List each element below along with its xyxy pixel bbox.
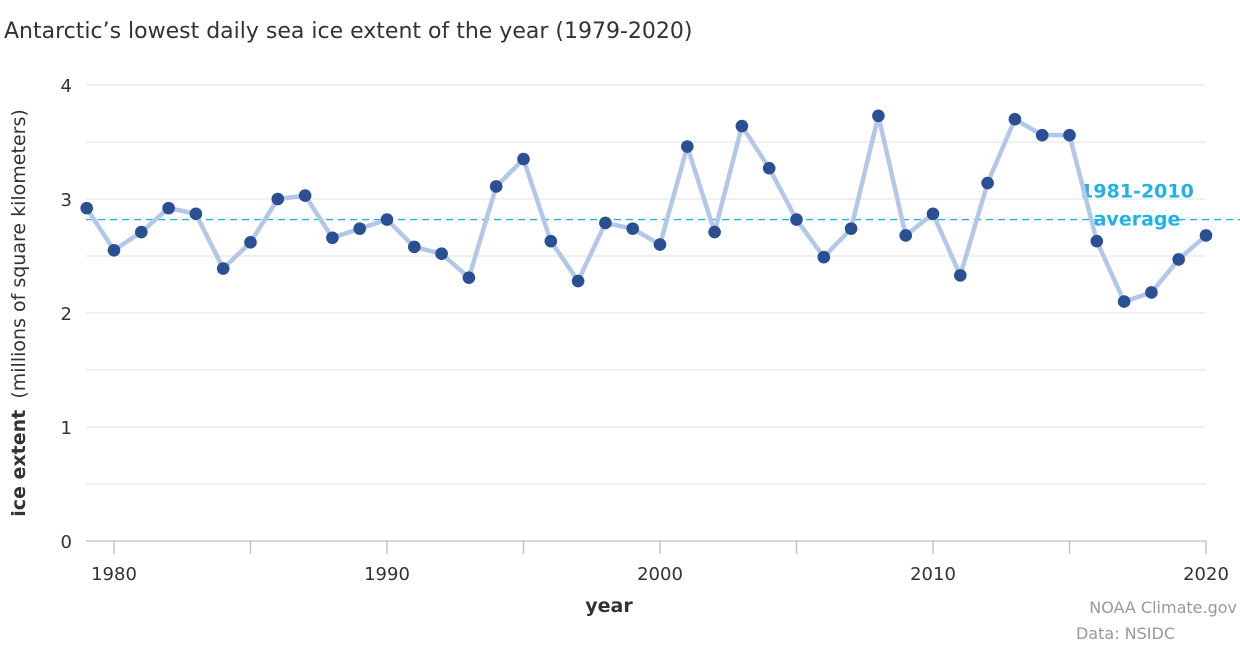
y-tick-label-0: 0: [61, 532, 72, 553]
data-point-1992: [435, 247, 448, 261]
data-point-1987: [298, 189, 312, 202]
y-axis-title-bold: ice extent: [8, 410, 30, 517]
data-point-1984: [216, 262, 230, 275]
credit-source: NOAA Climate.gov: [1089, 598, 1237, 617]
data-point-1998: [599, 216, 612, 230]
y-tick-label-1: 1: [61, 418, 72, 439]
data-point-1986: [271, 192, 285, 206]
data-point-2019: [1172, 253, 1185, 266]
y-tick-label-4: 4: [61, 76, 72, 97]
data-point-2012: [981, 176, 994, 190]
data-point-1980: [107, 244, 121, 257]
y-axis: 0 1 2 3 4: [61, 76, 72, 553]
data-point-1996: [544, 234, 558, 248]
data-point-2000: [653, 238, 667, 251]
y-tick-label-3: 3: [61, 190, 72, 211]
average-label-text: average: [1094, 209, 1181, 231]
data-point-1983: [189, 207, 203, 221]
data-point-2004: [762, 161, 776, 175]
y-axis-title-units: (millions of square kilometers): [8, 109, 30, 398]
x-axis: 1980 1990 2000 2010 2020: [86, 540, 1229, 585]
data-point-2016: [1090, 234, 1104, 248]
data-point-2007: [844, 222, 858, 235]
data-point-1982: [162, 201, 175, 215]
data-point-1995: [517, 152, 530, 166]
series: [80, 109, 1213, 308]
x-axis-title: year: [585, 595, 633, 617]
data-point-2002: [708, 225, 721, 239]
data-point-2003: [735, 119, 749, 133]
y-tick-label-2: 2: [61, 304, 72, 325]
average-reference: 1981-2010 average: [86, 181, 1240, 231]
data-point-2011: [954, 269, 967, 282]
data-point-1985: [244, 236, 257, 249]
data-point-1999: [626, 222, 639, 235]
data-point-1988: [326, 231, 339, 245]
data-point-2009: [899, 229, 912, 242]
data-point-2006: [817, 250, 831, 264]
x-tick-label-2010: 2010: [910, 564, 956, 585]
data-point-2015: [1063, 128, 1076, 142]
average-label-years: 1981-2010: [1080, 181, 1194, 203]
data-point-1991: [408, 240, 421, 254]
x-tick-label-2020: 2020: [1183, 564, 1229, 585]
data-point-2001: [681, 140, 694, 153]
data-point-2017: [1117, 295, 1131, 308]
gridlines: [86, 84, 1206, 485]
series-line: [84, 113, 1208, 304]
data-point-1981: [135, 225, 148, 239]
data-point-1997: [571, 274, 585, 288]
data-point-1979: [80, 201, 93, 215]
data-point-1990: [380, 213, 394, 226]
data-point-1993: [462, 271, 476, 284]
x-tick-label-1980: 1980: [91, 564, 137, 585]
data-point-2013: [1008, 112, 1022, 126]
data-point-2014: [1035, 128, 1049, 142]
data-point-1989: [353, 222, 367, 235]
data-point-2020: [1199, 229, 1213, 242]
x-tick-label-1990: 1990: [364, 564, 410, 585]
data-point-2018: [1145, 286, 1158, 299]
credit-data: Data: NSIDC: [1076, 624, 1175, 643]
average-label-bg: [1099, 207, 1175, 230]
chart-title: Antarctic’s lowest daily sea ice extent …: [4, 19, 692, 44]
y-axis-title: ice extent (millions of square kilometer…: [8, 109, 30, 517]
data-point-2008: [872, 109, 885, 123]
data-point-2010: [926, 207, 940, 221]
data-point-1994: [489, 180, 503, 193]
x-tick-label-2000: 2000: [637, 564, 683, 585]
data-point-2005: [790, 213, 803, 226]
